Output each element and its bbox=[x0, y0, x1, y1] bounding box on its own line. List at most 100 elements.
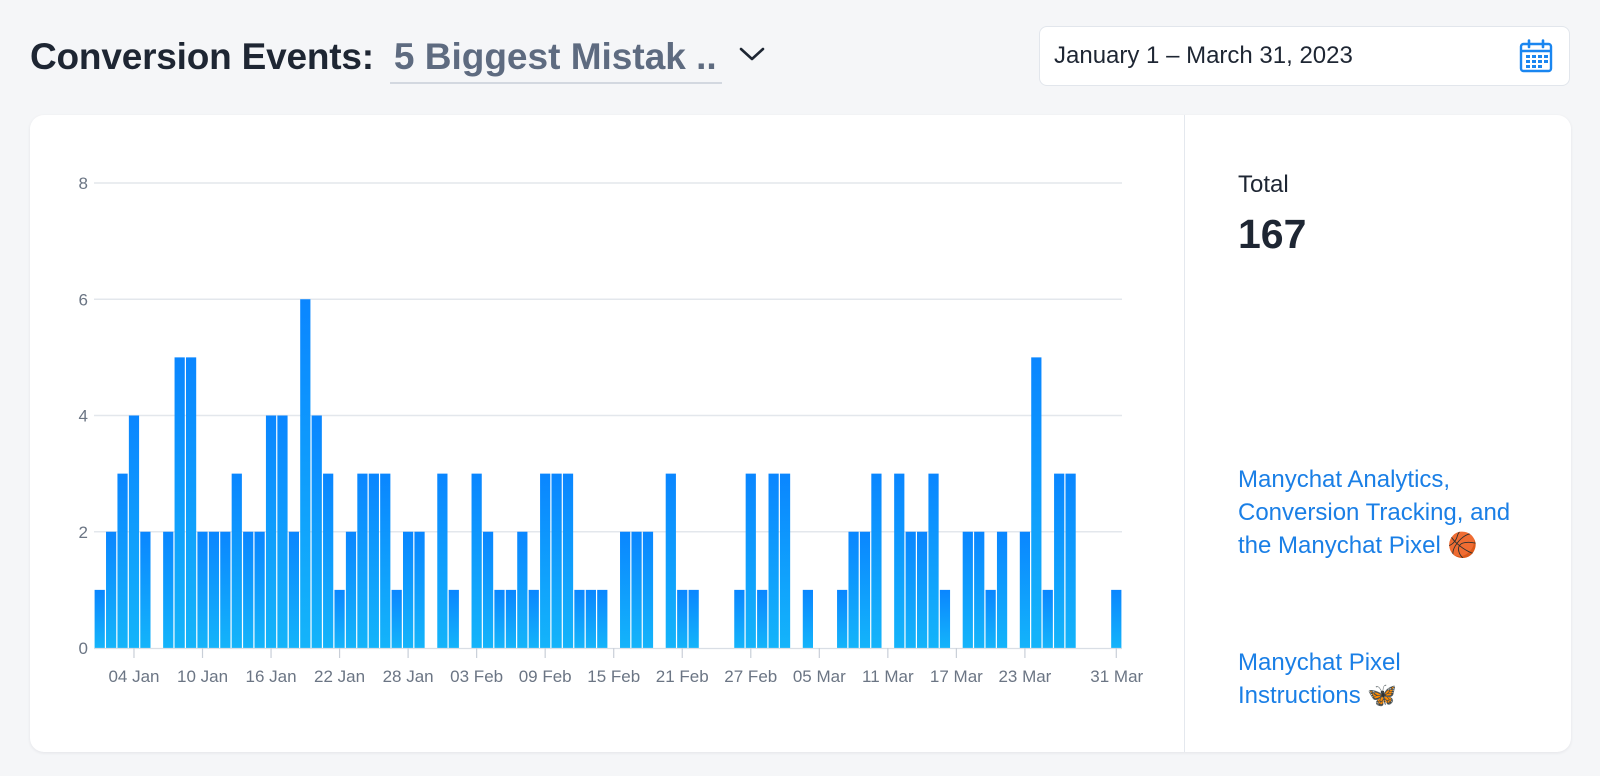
bar[interactable] bbox=[471, 473, 482, 648]
bar[interactable] bbox=[414, 531, 425, 648]
bar[interactable] bbox=[208, 531, 220, 648]
bar[interactable] bbox=[768, 473, 779, 648]
bar[interactable] bbox=[140, 531, 151, 648]
conversion-bar-chart: 0 2 4 6 8 04 Jan 10 Jan 16 Jan 22 Jan 28 Jan 03 Fe… bbox=[79, 174, 1144, 686]
bar[interactable] bbox=[917, 531, 928, 648]
x-tick-label: 31 Mar bbox=[1090, 667, 1143, 686]
x-tick-label: 05 Mar bbox=[793, 667, 846, 686]
analytics-tracking-link[interactable]: Manychat Analytics, Conversion Tracking,… bbox=[1238, 466, 1511, 559]
bar[interactable] bbox=[734, 589, 745, 648]
header: Conversion Events: 5 Biggest Mistak .. bbox=[30, 24, 766, 90]
x-tick-label: 27 Feb bbox=[724, 667, 777, 686]
chevron-down-icon[interactable] bbox=[738, 40, 766, 68]
bar[interactable] bbox=[185, 357, 197, 648]
bar[interactable] bbox=[1031, 357, 1042, 648]
bar[interactable] bbox=[745, 473, 756, 648]
bar[interactable] bbox=[802, 589, 813, 648]
event-dropdown[interactable]: 5 Biggest Mistak .. bbox=[389, 30, 766, 84]
x-tick-label: 21 Feb bbox=[656, 667, 709, 686]
total-label: Total bbox=[1238, 171, 1289, 198]
bar[interactable] bbox=[859, 531, 871, 648]
y-tick-label: 6 bbox=[79, 290, 88, 309]
bar[interactable] bbox=[311, 415, 322, 649]
bar[interactable] bbox=[437, 473, 448, 648]
x-tick-label: 15 Feb bbox=[587, 667, 640, 686]
bar[interactable] bbox=[243, 531, 254, 648]
bar[interactable] bbox=[585, 589, 596, 648]
bar[interactable] bbox=[974, 531, 985, 648]
bar[interactable] bbox=[334, 589, 345, 648]
bar[interactable] bbox=[848, 531, 859, 648]
bar[interactable] bbox=[231, 473, 242, 648]
calendar-icon[interactable] bbox=[1519, 39, 1553, 73]
y-tick-label: 4 bbox=[79, 407, 88, 426]
x-tick-label: 23 Mar bbox=[998, 667, 1051, 686]
bar[interactable] bbox=[894, 473, 905, 648]
bar[interactable] bbox=[517, 531, 528, 648]
total-value: 167 bbox=[1238, 211, 1307, 257]
bar[interactable] bbox=[357, 473, 368, 648]
bar[interactable] bbox=[677, 589, 688, 648]
bar[interactable] bbox=[928, 473, 939, 648]
bar[interactable] bbox=[494, 589, 505, 648]
bar[interactable] bbox=[220, 531, 231, 648]
bar[interactable] bbox=[265, 415, 277, 649]
bar[interactable] bbox=[985, 589, 996, 648]
x-tick-label: 09 Feb bbox=[519, 667, 572, 686]
x-tick-label: 17 Mar bbox=[930, 667, 983, 686]
bar[interactable] bbox=[254, 531, 265, 648]
bar[interactable] bbox=[996, 531, 1008, 648]
pixel-instructions-link[interactable]: Manychat Pixel Instructions 🦋 bbox=[1238, 649, 1401, 709]
bar[interactable] bbox=[665, 473, 676, 648]
bar[interactable] bbox=[905, 531, 916, 648]
bar[interactable] bbox=[505, 589, 517, 648]
bar[interactable] bbox=[1065, 473, 1076, 648]
bar[interactable] bbox=[482, 531, 494, 648]
x-tick-label: 03 Feb bbox=[450, 667, 503, 686]
bar[interactable] bbox=[551, 473, 562, 648]
bar[interactable] bbox=[391, 589, 402, 648]
bar[interactable] bbox=[94, 589, 105, 648]
bar[interactable] bbox=[106, 531, 117, 648]
bar[interactable] bbox=[368, 473, 379, 648]
bar[interactable] bbox=[277, 415, 288, 649]
bar[interactable] bbox=[174, 357, 185, 648]
bar[interactable] bbox=[757, 589, 768, 648]
bar[interactable] bbox=[380, 473, 391, 648]
bar[interactable] bbox=[1019, 531, 1031, 648]
bar[interactable] bbox=[288, 531, 299, 648]
bar[interactable] bbox=[1042, 589, 1053, 648]
x-tick-label: 28 Jan bbox=[383, 667, 434, 686]
date-range-picker[interactable]: January 1 – March 31, 2023 bbox=[1039, 26, 1570, 86]
bar[interactable] bbox=[837, 589, 848, 648]
bar[interactable] bbox=[574, 589, 585, 648]
bar[interactable] bbox=[448, 589, 459, 648]
bar[interactable] bbox=[631, 531, 642, 648]
bar[interactable] bbox=[688, 589, 699, 648]
x-tick-label: 10 Jan bbox=[177, 667, 228, 686]
event-dropdown-value[interactable]: 5 Biggest Mistak .. bbox=[389, 36, 722, 84]
bar[interactable] bbox=[197, 531, 208, 648]
y-tick-label: 8 bbox=[79, 174, 88, 193]
bar[interactable] bbox=[939, 589, 951, 648]
bar[interactable] bbox=[642, 531, 654, 648]
bar[interactable] bbox=[597, 589, 608, 648]
bar[interactable] bbox=[779, 473, 791, 648]
bar[interactable] bbox=[128, 415, 140, 649]
bar[interactable] bbox=[403, 531, 414, 648]
bar[interactable] bbox=[620, 531, 631, 648]
bar[interactable] bbox=[323, 473, 334, 648]
bar[interactable] bbox=[871, 473, 882, 648]
bar[interactable] bbox=[540, 473, 551, 648]
bar[interactable] bbox=[528, 589, 539, 648]
y-tick-label: 2 bbox=[79, 523, 88, 542]
panel-divider bbox=[1184, 115, 1185, 752]
bar[interactable] bbox=[300, 299, 311, 648]
bar[interactable] bbox=[1054, 473, 1065, 648]
bar[interactable] bbox=[345, 531, 357, 648]
bar[interactable] bbox=[962, 531, 973, 648]
bar[interactable] bbox=[163, 531, 174, 648]
bar[interactable] bbox=[1111, 589, 1122, 648]
bar[interactable] bbox=[117, 473, 128, 648]
bar[interactable] bbox=[562, 473, 574, 648]
